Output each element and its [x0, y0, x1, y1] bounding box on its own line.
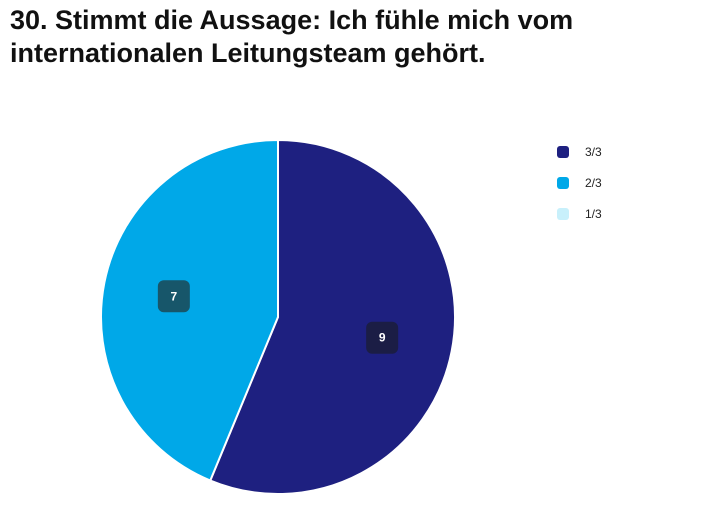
pie-slice-2-of-3[interactable] — [100, 138, 279, 482]
data-label-2-of-3: 7 — [157, 280, 190, 313]
legend-label: 3/3 — [585, 144, 602, 159]
legend-item-3-of-3[interactable]: 3/3 — [557, 136, 602, 167]
svg-text:9: 9 — [379, 331, 386, 345]
legend-label: 1/3 — [585, 206, 602, 221]
chart-legend: 3/3 2/3 1/3 — [557, 136, 602, 229]
legend-item-2-of-3[interactable]: 2/3 — [557, 167, 602, 198]
legend-swatch — [557, 207, 569, 220]
legend-swatch — [557, 145, 569, 158]
svg-text:7: 7 — [170, 289, 177, 303]
legend-item-1-of-3[interactable]: 1/3 — [557, 198, 602, 229]
chart-title: 30. Stimmt die Aussage: Ich fühle mich v… — [10, 5, 574, 68]
data-label-3-of-3: 9 — [366, 321, 399, 354]
legend-swatch — [557, 176, 569, 189]
pie-slice-3-of-3[interactable] — [208, 138, 456, 495]
legend-label: 2/3 — [585, 175, 602, 190]
